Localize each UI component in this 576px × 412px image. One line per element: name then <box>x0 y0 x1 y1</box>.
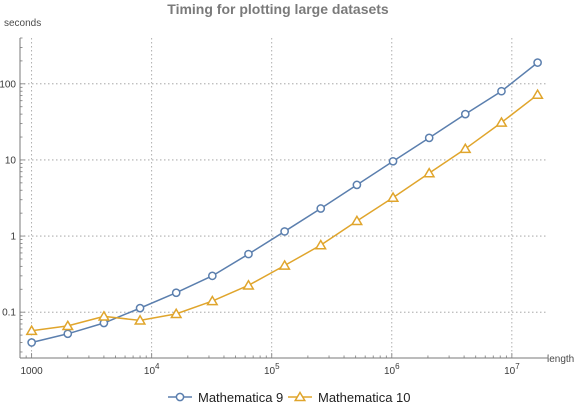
series-mathematica-10 <box>25 88 544 336</box>
x-tick-label-2: 105 <box>264 362 280 377</box>
data-point-mathematica-10-14 <box>531 88 544 100</box>
series-line-mathematica-10 <box>31 94 539 332</box>
data-point-mathematica-10-1 <box>61 319 74 331</box>
data-point-mathematica-9-3 <box>135 303 145 313</box>
legend-label-mathematica-9: Mathematica 9 <box>198 390 283 405</box>
legend: Mathematica 9 Mathematica 10 <box>168 390 411 405</box>
y-tick-label-2: 10 <box>5 155 17 166</box>
data-point-mathematica-9-12 <box>460 109 470 119</box>
data-point-mathematica-9-10 <box>388 156 398 166</box>
data-point-mathematica-10-5 <box>206 294 219 306</box>
series-line-mathematica-9 <box>31 62 539 344</box>
x-tick-label-1: 104 <box>144 362 160 377</box>
data-point-mathematica-9-7 <box>280 227 289 236</box>
data-point-mathematica-9-13 <box>497 86 506 96</box>
axes <box>19 37 549 359</box>
legend-triangle-marker-icon <box>293 391 307 402</box>
y-tick-label-0: 0.1 <box>2 308 16 319</box>
x-tick-label-0: 1000 <box>21 366 44 377</box>
data-point-mathematica-10-9 <box>350 214 364 226</box>
legend-circle-marker-icon <box>175 392 185 402</box>
data-point-mathematica-10-2 <box>97 310 111 321</box>
y-tick-label-3: 100 <box>0 79 16 90</box>
data-point-mathematica-10-10 <box>386 191 400 202</box>
data-point-mathematica-9-14 <box>533 58 542 67</box>
data-point-mathematica-10-12 <box>459 142 472 154</box>
series-layer <box>25 58 544 347</box>
data-point-mathematica-10-8 <box>314 239 327 250</box>
data-point-mathematica-9-9 <box>352 180 362 190</box>
data-point-mathematica-10-4 <box>170 307 183 319</box>
data-point-mathematica-9-0 <box>27 338 36 347</box>
data-point-mathematica-10-7 <box>278 259 291 270</box>
grid <box>20 38 548 358</box>
chart-title: Timing for plotting large datasets <box>167 1 389 17</box>
legend-item-mathematica-9[interactable]: Mathematica 9 <box>168 390 283 405</box>
series-mathematica-9 <box>27 58 542 347</box>
data-point-mathematica-10-13 <box>495 116 508 127</box>
data-point-mathematica-9-8 <box>316 204 326 213</box>
data-point-mathematica-9-5 <box>207 271 217 281</box>
x-tick-label-4: 107 <box>504 362 520 377</box>
y-tick-label-1: 1 <box>10 232 16 243</box>
x-axis-label: length <box>547 354 574 365</box>
data-point-mathematica-9-6 <box>244 249 253 259</box>
data-point-mathematica-10-6 <box>242 279 255 290</box>
data-point-mathematica-10-11 <box>423 167 436 178</box>
tick-labels: 1000 104 105 106 107 0.1 1 10 100 <box>0 79 520 377</box>
data-point-mathematica-9-1 <box>63 329 73 339</box>
data-point-mathematica-9-4 <box>171 288 181 298</box>
data-point-mathematica-9-11 <box>424 133 434 143</box>
data-point-mathematica-10-3 <box>133 314 147 325</box>
data-point-mathematica-10-0 <box>25 324 38 336</box>
x-tick-label-3: 106 <box>384 362 400 377</box>
y-axis-label: seconds <box>4 18 41 29</box>
legend-label-mathematica-10: Mathematica 10 <box>318 390 411 405</box>
legend-item-mathematica-10[interactable]: Mathematica 10 <box>288 390 411 405</box>
